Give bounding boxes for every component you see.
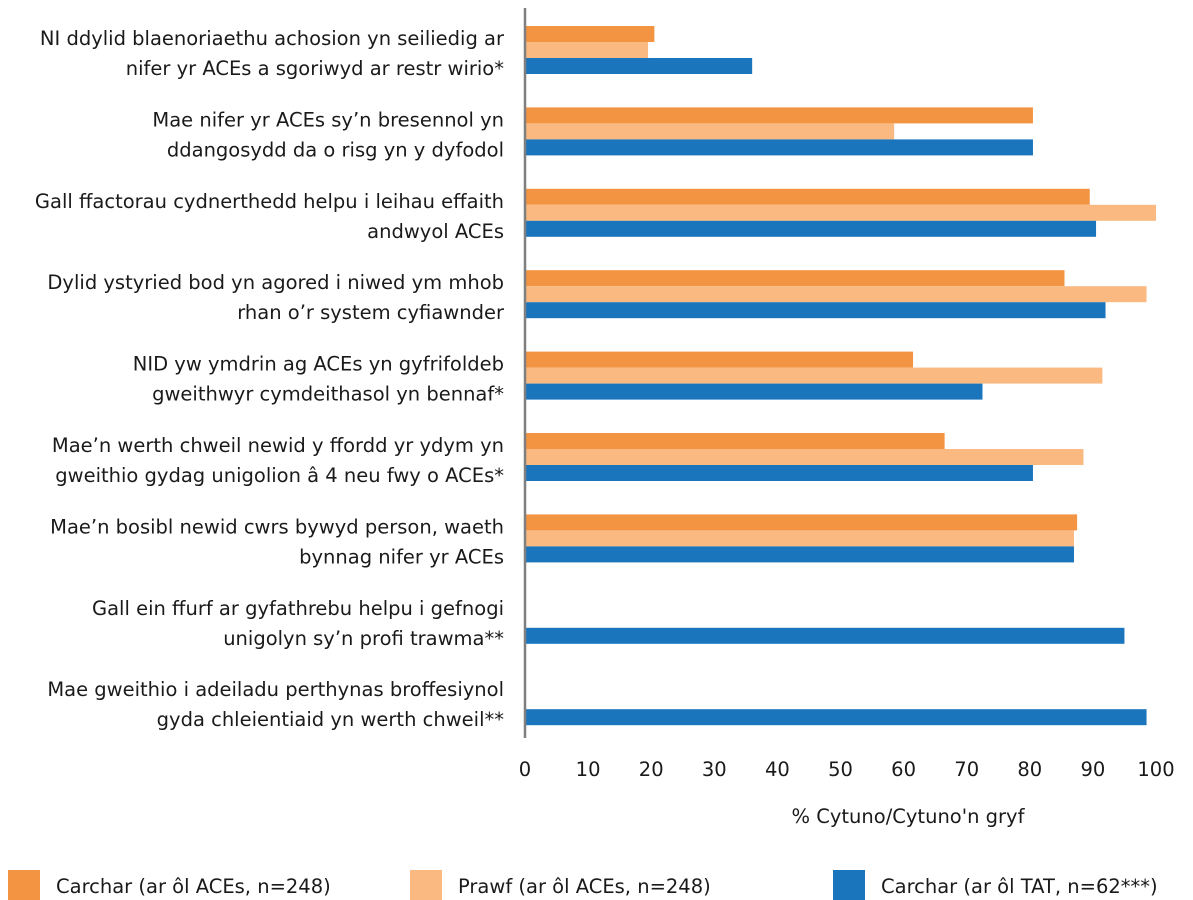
bar-series-2-cat-6 [525,449,1084,465]
bar-series-1-cat-2 [525,107,1033,124]
legend-swatch-2 [410,870,442,900]
bar-series-1-cat-7 [525,514,1078,531]
x-tick-label: 90 [1080,758,1105,781]
x-tick-label: 20 [639,758,664,781]
bar-series-3-cat-4 [525,302,1106,319]
category-label-9-line-2: gyda chleientiaid yn werth chweil** [157,708,505,731]
x-tick-label: 60 [891,758,916,781]
bar-series-1-cat-6 [525,433,945,449]
category-label-7-line-1: Mae’n bosibl newid cwrs bywyd person, wa… [50,515,504,538]
x-tick-label: 40 [765,758,790,781]
bar-series-2-cat-2 [525,123,895,140]
category-label-1-line-1: NI ddylid blaenoriaethu achosion yn seil… [40,27,505,50]
bar-series-2-cat-1 [525,42,649,58]
x-tick-label: 50 [828,758,853,781]
bar-series-3-cat-2 [525,139,1033,156]
x-tick-label: 80 [1017,758,1042,781]
category-label-2-line-1: Mae nifer yr ACEs sy’n bresennol yn [152,108,504,131]
legend: Carchar (ar ôl ACEs, n=248) Prawf (ar ôl … [8,870,1158,900]
category-label-6-line-1: Mae’n werth chweil newid y ffordd yr ydy… [52,434,504,457]
category-label-1-line-2: nifer yr ACEs a sgoriwyd ar restr wirio* [126,57,505,80]
legend-swatch-1 [8,870,40,900]
category-label-2-line-2: ddangosydd da o risg yn y dyfodol [167,138,504,161]
bar-series-2-cat-4 [525,286,1147,303]
bar-series-1-cat-3 [525,188,1090,205]
bar-series-2-cat-3 [525,204,1156,221]
category-label-7-line-2: bynnag nifer yr ACEs [299,545,504,568]
legend-label-2: Prawf (ar ôl ACEs, n=248) [458,875,711,898]
category-label-4-line-1: Dylid ystyried bod yn agored i niwed ym … [47,271,504,294]
bars [525,26,1156,726]
category-label-8-line-2: unigolyn sy’n profi trawma** [223,627,504,650]
bar-series-2-cat-5 [525,367,1103,384]
x-axis-title: % Cytuno/Cytuno'n gryf [792,805,1026,828]
x-tick-labels: 0 10 20 30 40 50 60 70 80 90 100 [519,758,1175,781]
x-tick-label: 30 [702,758,727,781]
x-tick-label: 10 [576,758,601,781]
bar-series-3-cat-3 [525,220,1097,237]
category-label-4-line-2: rhan o’r system cyfiawnder [237,301,505,324]
bar-series-3-cat-5 [525,383,983,400]
category-label-3-line-2: andwyol ACEs [367,220,504,243]
bar-series-3-cat-7 [525,546,1074,563]
bar-series-1-cat-5 [525,351,914,368]
x-tick-label: 0 [519,758,531,781]
category-label-8-line-1: Gall ein ffurf ar gyfathrebu helpu i gef… [92,597,504,620]
bar-series-3-cat-8 [525,627,1125,644]
bar-series-1-cat-1 [525,26,655,42]
bar-series-3-cat-9 [525,709,1147,726]
category-labels: NI ddylid blaenoriaethu achosion yn seil… [35,27,505,731]
bar-series-1-cat-4 [525,270,1065,287]
x-tick-label: 100 [1137,758,1174,781]
bar-series-3-cat-1 [525,58,753,74]
legend-swatch-3 [833,870,865,900]
x-tick-label: 70 [954,758,979,781]
category-label-9-line-1: Mae gweithio i adeiladu perthynas broffe… [47,678,504,701]
legend-label-3: Carchar (ar ôl TAT, n=62***) [881,875,1158,898]
category-label-6-line-2: gweithio gydag unigolion â 4 neu fwy o A… [55,464,504,487]
category-label-5-line-2: gweithwyr cymdeithasol yn bennaf* [152,383,504,406]
bar-series-3-cat-6 [525,465,1033,481]
bar-series-2-cat-7 [525,530,1074,547]
category-label-3-line-1: Gall ffactorau cydnerthedd helpu i leiha… [35,190,504,213]
category-label-5-line-1: NID yw ymdrin ag ACEs yn gyfrifoldeb [133,353,504,376]
legend-label-1: Carchar (ar ôl ACEs, n=248) [56,875,331,898]
